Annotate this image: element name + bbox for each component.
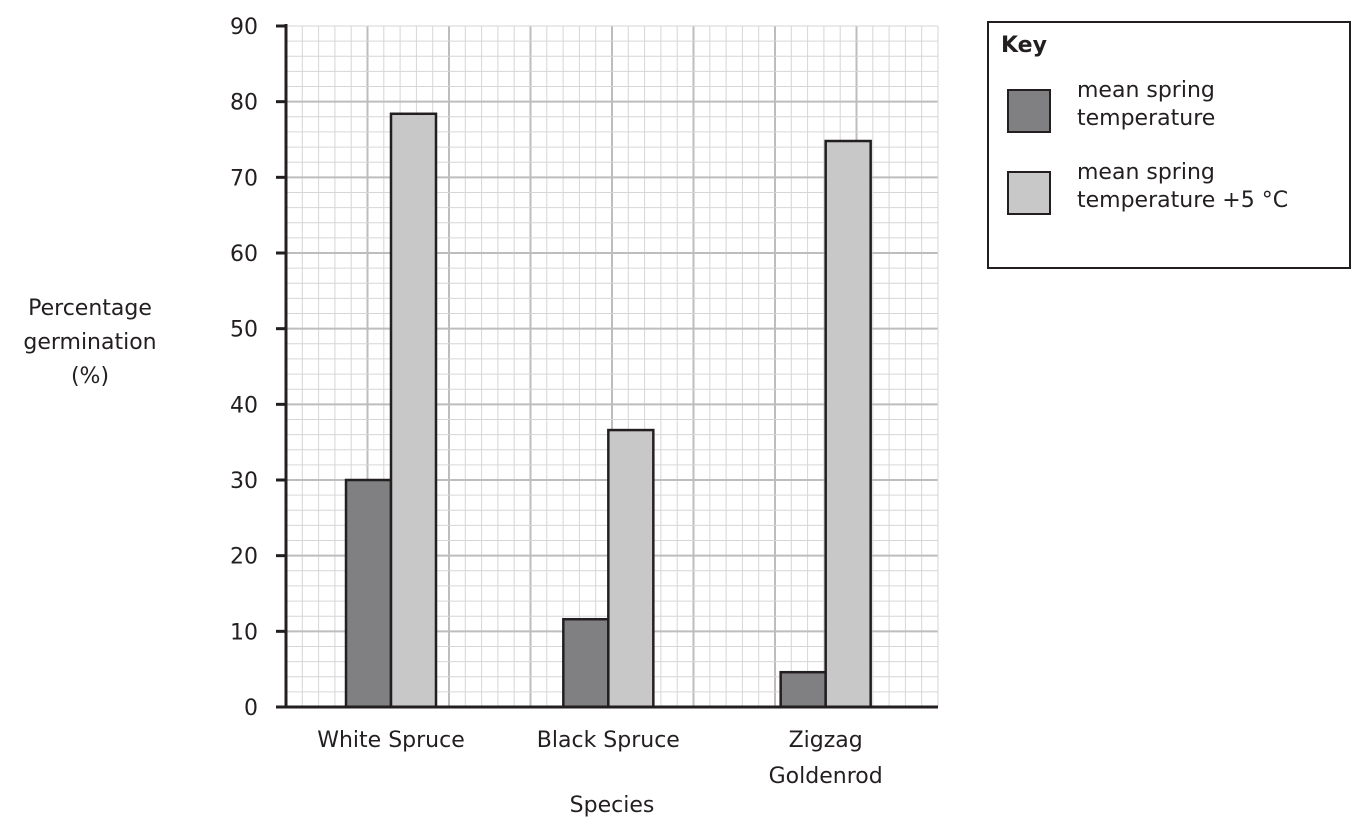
y-tick-label: 50 <box>230 318 258 343</box>
bar-black-spruce-series-1 <box>562 617 610 709</box>
y-tick-label: 40 <box>230 393 258 418</box>
y-tick-label: 80 <box>230 91 258 116</box>
x-tick-label: Goldenrod <box>769 764 883 789</box>
y-tick-label: 0 <box>244 696 258 721</box>
y-axis-title: (%) <box>71 364 109 389</box>
labels: 0 10 20 30 40 50 60 70 80 90 White Spruce Black Spr… <box>23 15 882 818</box>
x-axis-title: Species <box>570 793 655 818</box>
bar-zigzag-goldenrod-series-1 <box>779 670 827 709</box>
legend-label: mean spring temperature <box>1077 78 1216 131</box>
y-tick-label: 20 <box>230 545 258 570</box>
y-tick-label: 10 <box>230 620 258 645</box>
y-axis-title: Percentage <box>28 296 152 321</box>
legend-swatch-dark <box>1007 89 1051 133</box>
legend-item-mean-spring-temperature-plus-5: mean spring temperature +5 °C <box>1007 159 1327 215</box>
x-tick-label: White Spruce <box>317 728 465 753</box>
y-axis-title: germination <box>23 330 156 355</box>
x-tick-label: Zigzag <box>789 728 863 753</box>
legend-title: Key <box>1001 33 1047 58</box>
legend-swatch-light <box>1007 171 1051 215</box>
axes <box>276 24 938 709</box>
y-tick-label: 70 <box>230 166 258 191</box>
legend-item-mean-spring-temperature: mean spring temperature <box>1007 77 1327 133</box>
legend-label: mean spring temperature +5 °C <box>1077 160 1289 213</box>
bar-zigzag-goldenrod-series-2 <box>824 139 872 709</box>
bars <box>344 112 872 709</box>
legend: Key mean spring temperature mean spring … <box>987 21 1351 269</box>
y-tick-label: 30 <box>230 469 258 494</box>
bar-black-spruce-series-2 <box>607 428 655 709</box>
bar-white-spruce-series-1 <box>344 478 393 709</box>
y-tick-label: 90 <box>230 15 258 40</box>
bar-white-spruce-series-2 <box>389 112 438 709</box>
y-tick-label: 60 <box>230 242 258 267</box>
x-tick-label: Black Spruce <box>537 728 680 753</box>
